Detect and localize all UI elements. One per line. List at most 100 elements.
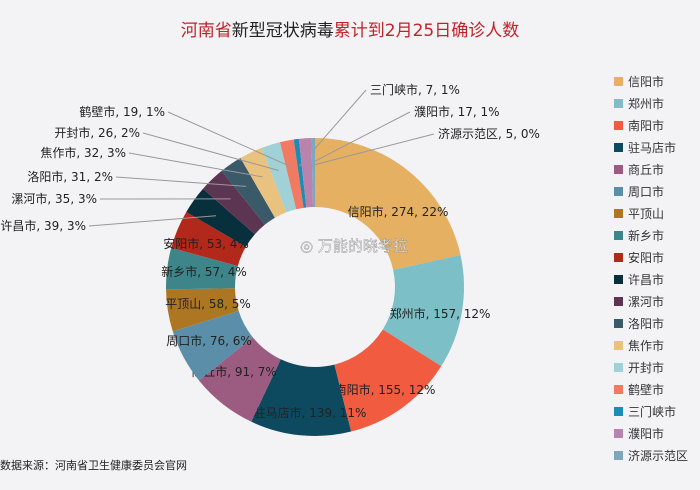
legend-label: 驻马店市 xyxy=(628,140,677,155)
data-label: 濮阳市, 17, 1% xyxy=(414,104,500,119)
leader-line xyxy=(128,152,263,178)
data-label: 洛阳市, 31, 2% xyxy=(27,169,113,184)
legend-item: 鹤壁市 xyxy=(614,378,688,400)
legend-label: 南阳市 xyxy=(628,118,665,133)
legend-swatch xyxy=(614,384,623,394)
legend-label: 信阳市 xyxy=(628,74,665,89)
legend-item: 周口市 xyxy=(614,180,688,202)
legend-swatch xyxy=(614,450,623,460)
legend-item: 焦作市 xyxy=(614,334,688,356)
legend-label: 许昌市 xyxy=(628,272,665,287)
leader-line xyxy=(88,215,217,227)
data-label: 周口市, 76, 6% xyxy=(166,333,252,348)
slice-许昌市 xyxy=(186,188,255,247)
data-label: 南阳市, 155, 12% xyxy=(335,382,436,397)
legend-item: 濮阳市 xyxy=(614,422,688,444)
slice-濮阳市 xyxy=(298,138,314,208)
data-label: 驻马店市, 139, 11% xyxy=(254,405,367,420)
leader-line xyxy=(313,133,435,166)
slice-新乡市 xyxy=(165,247,238,290)
slice-商丘市 xyxy=(199,337,281,422)
slice-漯河市 xyxy=(203,170,265,235)
data-label: 安阳市, 53, 4% xyxy=(163,236,249,251)
slice-南阳市 xyxy=(334,329,442,432)
leader-line xyxy=(142,132,279,171)
legend-swatch xyxy=(614,428,623,438)
legend-item: 漯河市 xyxy=(614,290,688,312)
legend-swatch xyxy=(614,230,623,240)
data-label: 许昌市, 39, 3% xyxy=(0,218,86,233)
legend-label: 洛阳市 xyxy=(628,316,665,331)
slice-洛阳市 xyxy=(221,157,275,225)
legend-item: 三门峡市 xyxy=(614,400,688,422)
legend-item: 南阳市 xyxy=(614,114,688,136)
slice-焦作市 xyxy=(240,147,287,218)
legend-swatch xyxy=(614,406,623,416)
legend-swatch xyxy=(614,208,623,218)
data-label: 漯河市, 35, 3% xyxy=(11,191,97,206)
data-label: 鹤壁市, 19, 1% xyxy=(79,104,165,119)
legend-item: 郑州市 xyxy=(614,92,688,114)
legend-swatch xyxy=(614,362,623,372)
legend-item: 平顶山 xyxy=(614,202,688,224)
data-label: 信阳市, 274, 22% xyxy=(348,204,449,219)
slice-鹤壁市 xyxy=(279,139,304,210)
legend-label: 濮阳市 xyxy=(628,426,665,441)
data-source: 数据来源：河南省卫生健康委员会官网 xyxy=(0,459,187,472)
slice-三门峡市 xyxy=(293,138,307,208)
legend-item: 安阳市 xyxy=(614,246,688,268)
legend-label: 济源示范区 xyxy=(628,448,689,463)
legend-label: 安阳市 xyxy=(628,250,665,265)
slice-驻马店市 xyxy=(251,359,352,437)
legend-item: 驻马店市 xyxy=(614,136,688,158)
slice-济源示范区 xyxy=(311,138,315,208)
leader-line xyxy=(306,111,411,166)
legend-swatch xyxy=(614,98,623,108)
legend-label: 平顶山 xyxy=(628,206,665,221)
legend-swatch xyxy=(614,76,623,86)
legend-label: 新乡市 xyxy=(628,228,665,243)
legend-swatch xyxy=(614,142,623,152)
legend-label: 郑州市 xyxy=(628,96,665,111)
data-label: 开封市, 26, 2% xyxy=(54,125,140,140)
leader-line xyxy=(167,111,293,168)
data-label: 济源示范区, 5, 0% xyxy=(438,126,540,141)
legend-swatch xyxy=(614,340,623,350)
legend-item: 商丘市 xyxy=(614,158,688,180)
legend-swatch xyxy=(614,252,623,262)
legend-swatch xyxy=(614,274,623,284)
slice-周口市 xyxy=(172,310,253,381)
slice-安阳市 xyxy=(171,211,246,266)
legend-swatch xyxy=(614,164,623,174)
legend-swatch xyxy=(614,318,623,328)
slice-平顶山 xyxy=(166,288,239,332)
legend-item: 信阳市 xyxy=(614,70,688,92)
legend-label: 三门峡市 xyxy=(628,404,677,419)
legend-swatch xyxy=(614,120,623,130)
watermark: ◎ 万能的晓考拉 xyxy=(300,237,408,255)
leader-line xyxy=(115,176,247,187)
legend-label: 焦作市 xyxy=(628,338,665,353)
legend-item: 新乡市 xyxy=(614,224,688,246)
legend-label: 商丘市 xyxy=(628,162,665,177)
legend-label: 周口市 xyxy=(628,184,665,199)
data-label: 焦作市, 32, 3% xyxy=(40,145,126,160)
slice-开封市 xyxy=(261,142,297,213)
legend-label: 开封市 xyxy=(628,360,665,375)
legend-item: 许昌市 xyxy=(614,268,688,290)
legend-swatch xyxy=(614,186,623,196)
data-label: 新乡市, 57, 4% xyxy=(161,264,247,279)
legend-item: 济源示范区 xyxy=(614,444,688,466)
data-label: 平顶山, 58, 5% xyxy=(165,297,251,311)
data-label: 三门峡市, 7, 1% xyxy=(370,82,460,97)
data-label: 郑州市, 157, 12% xyxy=(390,306,491,321)
legend-item: 开封市 xyxy=(614,356,688,378)
legend-label: 鹤壁市 xyxy=(628,382,665,397)
legend-swatch xyxy=(614,296,623,306)
slice-信阳市 xyxy=(315,138,461,270)
legend-item: 洛阳市 xyxy=(614,312,688,334)
slice-郑州市 xyxy=(382,255,464,367)
chart-title: 河南省新型冠状病毒累计到2月25日确诊人数 xyxy=(180,21,520,41)
legend: 信阳市郑州市南阳市驻马店市商丘市周口市平顶山新乡市安阳市许昌市漯河市洛阳市焦作市… xyxy=(614,70,688,466)
